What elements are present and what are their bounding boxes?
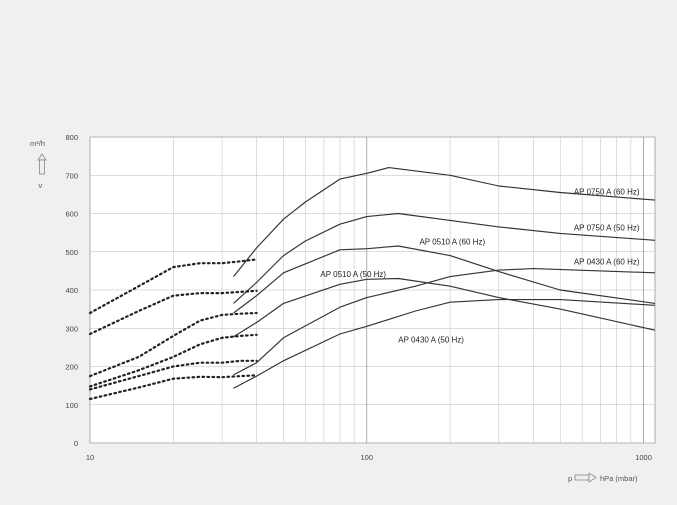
series-label: AP 0750 A (50 Hz): [574, 224, 640, 233]
series-label: AP 0510 A (60 Hz): [419, 237, 485, 246]
series-line-6: [233, 299, 656, 389]
x-tick-label: 100: [361, 453, 374, 462]
series-dotted-line-5: [88, 359, 258, 391]
x-tick-label: 10: [86, 453, 94, 462]
series-line-2: [233, 212, 656, 304]
series-label: AP 0750 A (60 Hz): [574, 187, 640, 196]
tick-labels: 0 100 200 300 400 500 600 700 800 10 100 1000: [65, 133, 651, 462]
series-dotted-line-4: [88, 333, 258, 388]
y-tick-label: 200: [65, 363, 78, 372]
y-tick-label: 800: [65, 133, 78, 142]
y-tick-label: 100: [65, 401, 78, 410]
y-tick-label: 300: [65, 324, 78, 333]
y-tick-label: 400: [65, 286, 78, 295]
y-axis-unit: m³/h: [30, 139, 45, 148]
x-axis-arrow-icon: [574, 472, 597, 483]
series-label: AP 0430 A (50 Hz): [398, 336, 464, 345]
series-line-5: [233, 268, 656, 376]
y-tick-label: 500: [65, 248, 78, 257]
series-dotted-line-6: [88, 374, 258, 401]
y-tick-label: 0: [74, 439, 78, 448]
y-axis-arrow-icon: [37, 153, 47, 175]
series-dotted-line-1: [88, 258, 258, 315]
y-tick-label: 700: [65, 171, 78, 180]
series-label: AP 0430 A (60 Hz): [574, 257, 640, 266]
x-axis-prefix: p: [568, 474, 572, 483]
series-lines: [88, 167, 656, 401]
series-dotted-line-2: [88, 289, 258, 336]
grid: [90, 136, 655, 444]
annotations: AP 0750 A (60 Hz) AP 0750 A (50 Hz) AP 051…: [320, 187, 639, 344]
series-line-1: [233, 167, 656, 277]
y-axis-unit-caret: v: [39, 181, 43, 190]
x-axis-label: hPa (mbar): [600, 474, 638, 483]
series-line-4: [233, 277, 656, 338]
series-dotted-line-3: [88, 311, 258, 378]
series-label: AP 0510 A (50 Hz): [320, 270, 386, 279]
series-line-3: [233, 245, 656, 314]
x-tick-label: 1000: [635, 453, 652, 462]
y-tick-label: 600: [65, 210, 78, 219]
